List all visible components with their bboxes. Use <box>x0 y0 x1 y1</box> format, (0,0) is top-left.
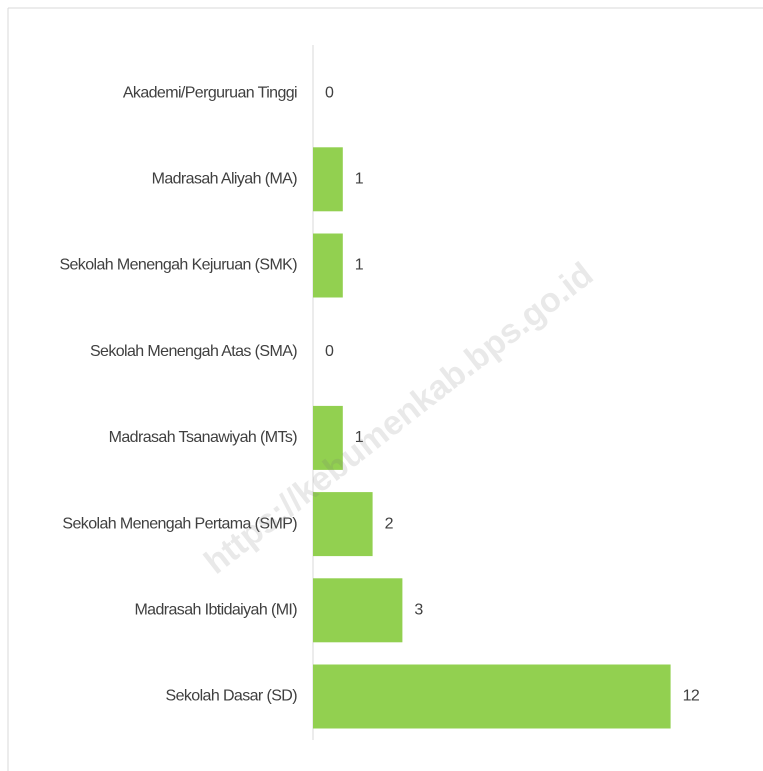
bar <box>313 664 671 729</box>
value-label: 2 <box>385 515 394 532</box>
category-label: Sekolah Menengah Atas (SMA) <box>90 343 297 360</box>
bar <box>313 492 373 557</box>
bar <box>313 233 343 298</box>
value-label: 0 <box>325 84 334 101</box>
bar <box>313 405 343 470</box>
bar <box>313 578 403 643</box>
value-label: 1 <box>355 171 364 188</box>
category-label: Sekolah Dasar (SD) <box>166 688 298 705</box>
value-label: 0 <box>325 343 334 360</box>
value-label: 1 <box>355 429 364 446</box>
category-label: Sekolah Menengah Pertama (SMP) <box>62 515 297 532</box>
value-label: 1 <box>355 257 364 274</box>
category-label: Madrasah Tsanawiyah (MTs) <box>109 429 298 446</box>
category-label: Akademi/Perguruan Tinggi <box>123 84 297 101</box>
watermark: https://kebumenkab.bps.go.id <box>197 255 600 582</box>
category-label: Madrasah Aliyah (MA) <box>152 171 298 188</box>
value-label: 12 <box>683 688 700 705</box>
value-label: 3 <box>414 602 423 619</box>
category-label: Sekolah Menengah Kejuruan (SMK) <box>59 257 297 274</box>
bar <box>313 147 343 212</box>
category-label: Madrasah Ibtidaiyah (MI) <box>134 602 297 619</box>
